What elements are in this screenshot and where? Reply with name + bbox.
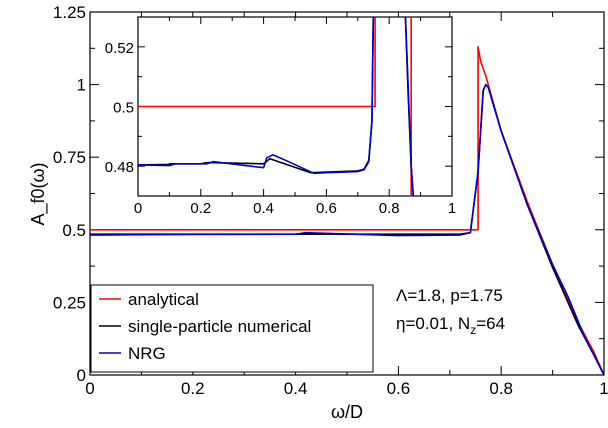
y-tick-label: 0.25: [53, 293, 86, 312]
inset-series-analytical: [138, 17, 412, 196]
x-tick-label: 0.6: [316, 200, 337, 217]
x-tick-label: 0: [134, 200, 142, 217]
y-tick-label: 0.5: [62, 221, 86, 240]
x-tick-label: 0.6: [387, 379, 411, 398]
x-tick-label: 1: [599, 379, 608, 398]
legend: analytical single-particle numerical NRG: [90, 284, 374, 373]
x-axis-label: ω/D: [331, 402, 363, 422]
x-tick-label: 0.2: [190, 200, 211, 217]
inset-series-nrg: [138, 17, 415, 196]
y-tick-label: 0.75: [53, 148, 86, 167]
x-tick-label: 0.2: [181, 379, 205, 398]
annotation-sub: z: [470, 323, 476, 337]
legend-label-analytical: analytical: [128, 290, 199, 309]
inset-series: [138, 17, 415, 196]
annotation-rest: =64: [476, 314, 505, 333]
x-tick-label: 1: [448, 200, 456, 217]
legend-label-nrg: NRG: [128, 344, 166, 363]
x-tick-label: 0.8: [379, 200, 400, 217]
y-tick-label: 1.25: [53, 3, 86, 22]
main-series: [90, 46, 604, 375]
y-axis-label: A_f0(ω): [28, 162, 49, 225]
x-tick-label: 0.4: [284, 379, 308, 398]
x-tick-label: 0: [85, 379, 94, 398]
x-tick-label: 0.8: [489, 379, 513, 398]
y-tick-label: 1: [77, 76, 86, 95]
annotation-params-1: Λ=1.8, p=1.75: [396, 286, 503, 305]
annotation-params-2: η=0.01, Nz=64: [396, 314, 505, 337]
annotation-eta: η=0.01, N: [396, 314, 470, 333]
y-tick-label: 0.52: [105, 40, 134, 57]
main-axis-ticks: 0 0.2 0.4 0.6 0.8 1 0 0.25 0.5 0.75 1 1.25: [53, 3, 608, 398]
legend-label-single-particle: single-particle numerical: [128, 317, 311, 336]
legend-box: [90, 284, 374, 373]
x-tick-label: 0.4: [253, 200, 274, 217]
y-tick-label: 0: [77, 366, 86, 385]
y-tick-label: 0.5: [113, 100, 134, 117]
y-tick-label: 0.48: [105, 159, 134, 176]
main-series-nrg: [90, 83, 604, 375]
inset-axis-ticks: 0 0.2 0.4 0.6 0.8 1 0.48 0.5 0.52: [105, 17, 456, 217]
